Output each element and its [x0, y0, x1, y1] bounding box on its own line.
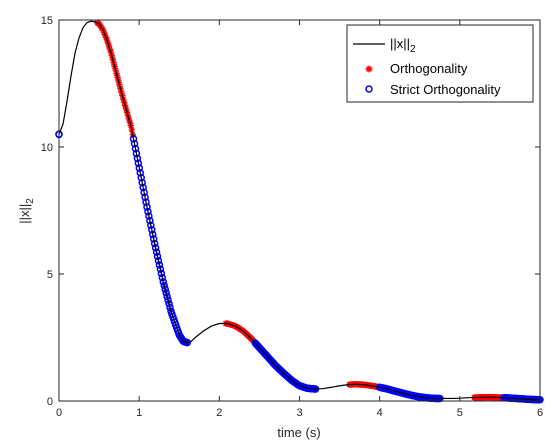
- legend-label-strict-orthogonality: Strict Orthogonality: [390, 82, 501, 97]
- marker-point: [183, 338, 192, 347]
- y-tick-label: 5: [47, 269, 53, 281]
- y-axis-label: ||x||2: [17, 198, 36, 224]
- marker-point: [149, 235, 158, 243]
- x-tick-label: 1: [136, 407, 142, 419]
- y-tick-label: 15: [41, 15, 53, 27]
- marker-point: [163, 292, 171, 301]
- marker-point: [147, 221, 155, 229]
- marker-point: [159, 278, 168, 286]
- plot-content: [55, 19, 544, 404]
- marker-point: [158, 273, 167, 282]
- x-tick-label: 4: [377, 407, 383, 419]
- marker-point: [146, 216, 154, 225]
- marker-point: [161, 285, 169, 293]
- marker-point: [153, 252, 162, 261]
- marker-point: [152, 248, 161, 256]
- legend-circle-swatch: [365, 85, 373, 93]
- ticks: 0 1 2 3 4 5 6 0 5 10 15: [41, 15, 543, 419]
- marker-point: [150, 239, 159, 248]
- marker-point: [154, 256, 163, 265]
- norm-line: [58, 20, 541, 401]
- marker-point: [148, 226, 156, 234]
- x-tick-label: 5: [457, 407, 463, 419]
- x-tick-label: 0: [56, 407, 62, 419]
- marker-point: [155, 261, 164, 269]
- marker-point: [157, 269, 166, 278]
- marker-point: [166, 303, 174, 312]
- x-tick-label: 2: [216, 407, 222, 419]
- marker-point: [148, 230, 157, 239]
- y-tick-label: 10: [41, 142, 53, 154]
- svg-text:||x||2: ||x||2: [390, 36, 416, 55]
- legend-box: [346, 24, 534, 103]
- marker-point: [144, 207, 152, 216]
- svg-text:||x||2: ||x||2: [17, 198, 36, 224]
- legend-asterisk-swatch: [365, 65, 373, 73]
- marker-point: [145, 212, 153, 220]
- y-axis-label-sub: 2: [25, 198, 36, 204]
- x-axis-label: time (s): [277, 425, 320, 440]
- legend-label-norm-sub: 2: [410, 44, 416, 55]
- y-tick-label: 0: [47, 396, 53, 408]
- x-tick-label: 3: [296, 407, 302, 419]
- marker-point: [156, 265, 165, 273]
- marker-point: [162, 289, 170, 297]
- marker-point: [160, 281, 168, 290]
- legend-label-orthogonality: Orthogonality: [390, 61, 468, 76]
- marker-point: [151, 244, 160, 252]
- legend: ||x||2 Orthogonality Strict Orthogonalit…: [346, 24, 534, 103]
- marker-point: [164, 296, 172, 304]
- marker-point: [165, 300, 173, 308]
- asterisk-glyph: [365, 65, 373, 73]
- y-axis-label-main: ||x||: [17, 204, 32, 224]
- x-tick-label: 6: [537, 407, 543, 419]
- marker-series-2: [55, 130, 544, 404]
- legend-label-norm: ||x||: [390, 36, 410, 51]
